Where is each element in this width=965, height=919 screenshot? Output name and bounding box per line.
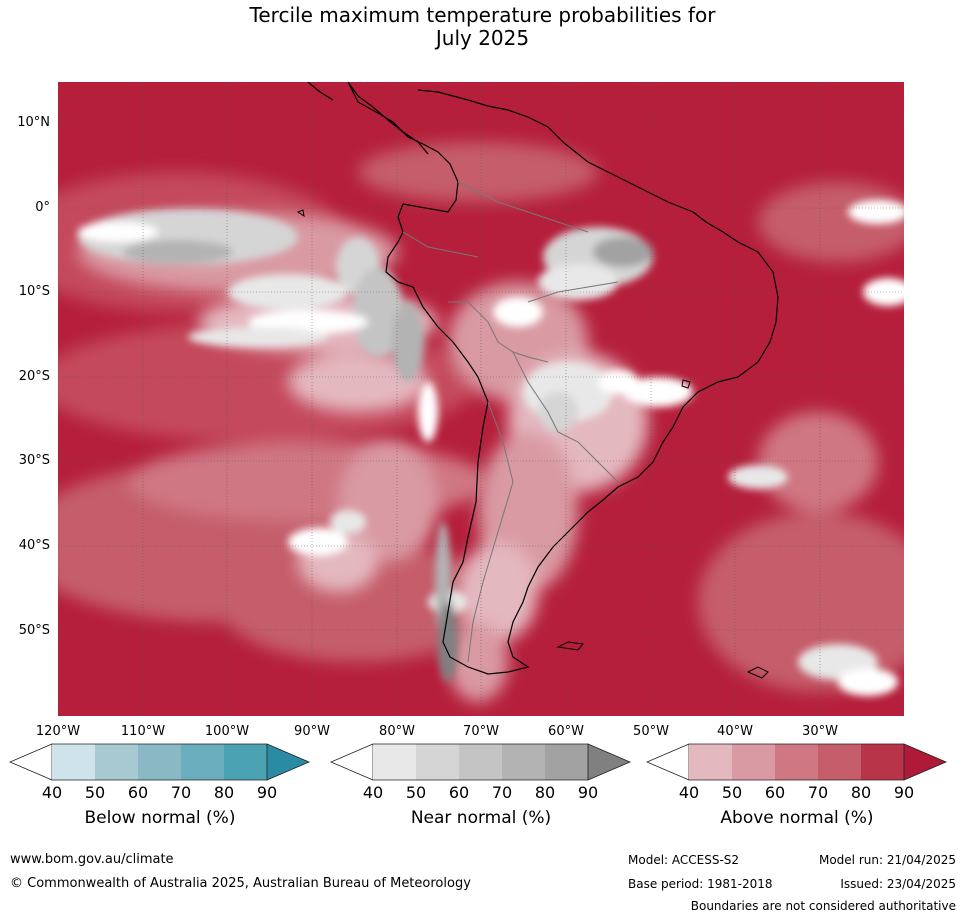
colorbar-near-seg-5 [545, 744, 588, 780]
copyright-text: © Commonwealth of Australia 2025, Austra… [10, 876, 471, 891]
lon-label-80w: 80°W [379, 724, 415, 739]
colorbar-near-tick: 60 [448, 783, 470, 802]
base-period: Base period: 1981-2018 [628, 877, 773, 891]
graticule [58, 82, 904, 716]
colorbar-near-seg-4 [502, 744, 545, 780]
colorbar-above-seg-2 [732, 744, 775, 780]
country-borders [402, 181, 619, 663]
colorbar-above-tick: 40 [678, 783, 700, 802]
colorbar-above-min [646, 743, 690, 781]
lat-label-10n: 10°N [17, 115, 50, 130]
colorbar-near-seg-2 [416, 744, 459, 780]
lat-label-30s: 30°S [18, 453, 50, 468]
colorbar-near-seg-1 [373, 744, 416, 780]
colorbar-below-tick: 70 [170, 783, 192, 802]
lon-label-50w: 50°W [633, 724, 669, 739]
colorbar-near-tick: 70 [491, 783, 513, 802]
colorbar-above-max [903, 743, 948, 781]
colorbar-near-label: Near normal (%) [410, 808, 552, 828]
colorbar-below-seg-5 [224, 744, 267, 780]
colorbar-above-tick: 60 [764, 783, 786, 802]
colorbar-near-max [587, 743, 632, 781]
lat-label-10s: 10°S [18, 284, 50, 299]
lon-label-120w: 120°W [35, 724, 81, 739]
colorbar-below-tick: 90 [256, 783, 278, 802]
colorbar-below-seg-3 [138, 744, 181, 780]
colorbar-below-min [9, 743, 53, 781]
central-america-coastline [307, 82, 429, 155]
colorbar-above-tick: 90 [893, 783, 915, 802]
colorbar-below-tick: 60 [127, 783, 149, 802]
model-run-date: Model run: 21/04/2025 [818, 853, 956, 867]
colorbar-above-tick: 50 [721, 783, 743, 802]
colorbar-below-max [266, 743, 311, 781]
lat-label-40s: 40°S [18, 538, 50, 553]
colorbar-below-seg-2 [95, 744, 138, 780]
lon-label-70w: 70°W [463, 724, 499, 739]
colorbar-above-seg-4 [818, 744, 861, 780]
colorbar-below-tick: 80 [213, 783, 235, 802]
lon-label-30w: 30°W [802, 724, 838, 739]
colorbar-above-tick: 70 [807, 783, 829, 802]
title-line-1: Tercile maximum temperature probabilitie… [249, 3, 716, 27]
lon-label-110w: 110°W [120, 724, 166, 739]
lon-label-100w: 100°W [204, 724, 250, 739]
model-name: Model: ACCESS-S2 [628, 853, 740, 867]
lat-label-20s: 20°S [18, 369, 50, 384]
colorbar-near-min [330, 743, 374, 781]
lon-label-40w: 40°W [717, 724, 753, 739]
islands [296, 209, 769, 679]
colorbar-above-tick: 80 [850, 783, 872, 802]
colorbar-below-seg-4 [181, 744, 224, 780]
title-line-2: July 2025 [435, 26, 530, 50]
south-america-coastline [347, 82, 779, 675]
lon-label-90w: 90°W [294, 724, 330, 739]
colorbar-above-seg-1 [689, 744, 732, 780]
colorbar-below-tick: 40 [41, 783, 63, 802]
colorbar-above-seg-5 [861, 744, 904, 780]
colorbar-near-seg-3 [459, 744, 502, 780]
colorbar-below [9, 743, 311, 781]
colorbar-near-tick: 40 [362, 783, 384, 802]
colorbar-above [646, 743, 948, 781]
colorbar-near [330, 743, 632, 781]
colorbar-near-tick: 90 [577, 783, 599, 802]
probability-map [58, 82, 904, 716]
colorbar-below-seg-1 [52, 744, 95, 780]
lat-label-50s: 50°S [18, 623, 50, 638]
issued-date: Issued: 23/04/2025 [840, 877, 956, 891]
colorbar-above-seg-3 [775, 744, 818, 780]
map-title: Tercile maximum temperature probabilitie… [0, 4, 965, 50]
colorbar-below-tick: 50 [84, 783, 106, 802]
lat-label-0: 0° [35, 200, 50, 215]
website-link[interactable]: www.bom.gov.au/climate [10, 852, 174, 867]
colorbar-below-label: Below normal (%) [84, 808, 236, 828]
colorbar-near-tick: 50 [405, 783, 427, 802]
colorbar-near-tick: 80 [534, 783, 556, 802]
colorbar-above-label: Above normal (%) [720, 808, 874, 828]
lon-label-60w: 60°W [548, 724, 584, 739]
boundaries-disclaimer: Boundaries are not considered authoritat… [690, 899, 956, 913]
